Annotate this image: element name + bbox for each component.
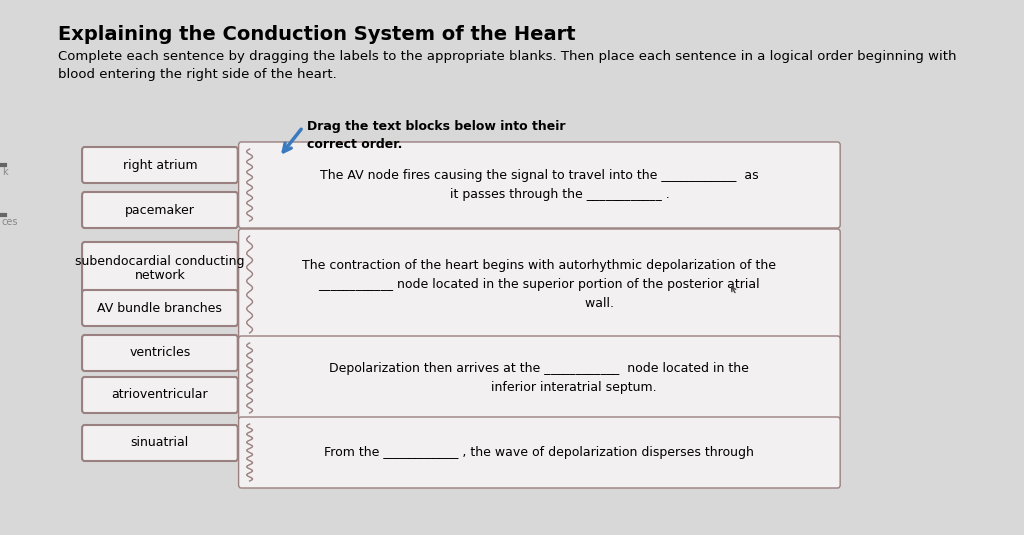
Text: ventricles: ventricles: [129, 347, 190, 360]
Text: right atrium: right atrium: [123, 158, 198, 172]
Text: pacemaker: pacemaker: [125, 203, 195, 217]
Text: Drag the text blocks below into their
correct order.: Drag the text blocks below into their co…: [307, 120, 565, 151]
Text: k: k: [2, 167, 7, 177]
FancyBboxPatch shape: [239, 417, 840, 488]
FancyBboxPatch shape: [82, 242, 238, 294]
Text: atrioventricular: atrioventricular: [112, 388, 208, 401]
FancyBboxPatch shape: [239, 229, 840, 340]
FancyBboxPatch shape: [239, 142, 840, 228]
FancyBboxPatch shape: [82, 425, 238, 461]
Text: From the ____________ , the wave of depolarization disperses through: From the ____________ , the wave of depo…: [325, 446, 755, 459]
FancyBboxPatch shape: [82, 147, 238, 183]
Text: Depolarization then arrives at the ____________  node located in the
           : Depolarization then arrives at the _____…: [330, 362, 750, 394]
FancyBboxPatch shape: [82, 290, 238, 326]
FancyBboxPatch shape: [82, 192, 238, 228]
Text: The contraction of the heart begins with autorhythmic depolarization of the
____: The contraction of the heart begins with…: [302, 259, 776, 310]
Text: Explaining the Conduction System of the Heart: Explaining the Conduction System of the …: [57, 25, 575, 44]
Text: ces: ces: [2, 217, 18, 227]
Text: subendocardial conducting: subendocardial conducting: [75, 255, 245, 268]
Text: AV bundle branches: AV bundle branches: [97, 302, 222, 315]
Text: The AV node fires causing the signal to travel into the ____________  as
       : The AV node fires causing the signal to …: [321, 169, 759, 201]
Text: sinuatrial: sinuatrial: [131, 437, 189, 449]
Text: Complete each sentence by dragging the labels to the appropriate blanks. Then pl: Complete each sentence by dragging the l…: [57, 50, 956, 81]
Text: network: network: [134, 269, 185, 281]
FancyBboxPatch shape: [239, 336, 840, 420]
FancyBboxPatch shape: [82, 335, 238, 371]
FancyBboxPatch shape: [82, 377, 238, 413]
